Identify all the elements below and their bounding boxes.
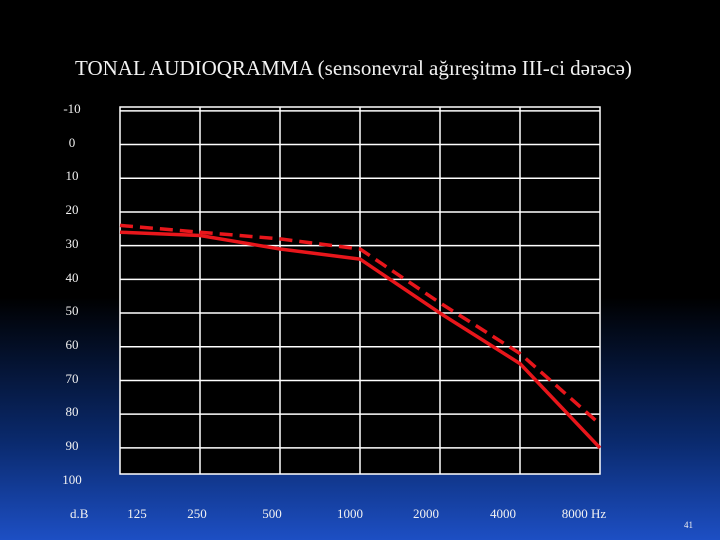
series-lines: [119, 223, 602, 450]
y-tick-label: -10: [63, 101, 81, 116]
x-tick-label: 125: [127, 506, 147, 521]
y-tick-label: 60: [65, 336, 79, 352]
x-tick-label: 1000: [337, 506, 363, 521]
y-tick-label: 70: [65, 370, 79, 386]
x-tick-label: 8000 Hz: [561, 506, 607, 521]
x-tick-label: 500: [262, 506, 282, 521]
y-tick-label: 50: [65, 303, 79, 319]
y-tick-label: 10: [65, 168, 79, 184]
page-title: TONAL AUDIOQRAMMA (sensonevral ağıreşitm…: [75, 56, 632, 80]
series-line-dashed: [119, 223, 602, 426]
y-tick-label: 100: [62, 471, 82, 487]
series-line-solid: [119, 230, 602, 450]
y-tick-label: 40: [65, 269, 79, 285]
y-tick-label: 80: [65, 404, 79, 420]
grid-lines: [120, 107, 600, 474]
y-tick-label: 30: [65, 235, 79, 251]
y-tick-label: 0: [68, 134, 76, 150]
page-number: 41: [684, 520, 693, 530]
x-tick-label: 4000: [490, 506, 516, 521]
y-tick-label: 20: [65, 202, 79, 218]
y-tick-label: 90: [65, 438, 79, 453]
x-tick-label: 250: [187, 506, 207, 521]
y-unit-label: d.B: [70, 506, 89, 521]
x-tick-label: 2000: [413, 506, 439, 521]
